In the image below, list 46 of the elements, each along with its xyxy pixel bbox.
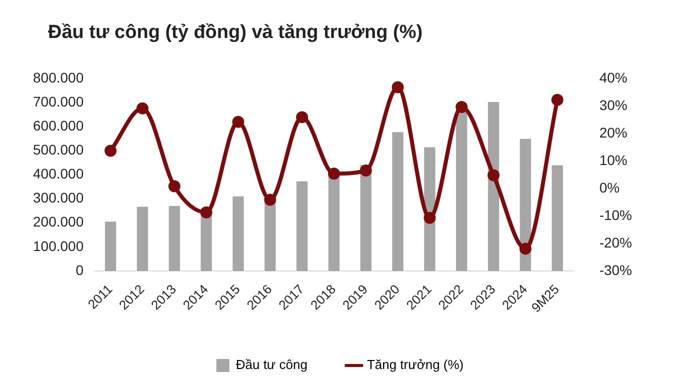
y2-tick-label: -20% <box>599 234 632 250</box>
y-tick-label: 200.000 <box>32 214 84 230</box>
point <box>360 164 372 177</box>
bar <box>200 213 212 271</box>
point <box>392 81 404 94</box>
bar <box>328 174 340 271</box>
point <box>551 94 564 106</box>
bar <box>136 206 148 271</box>
y2-tick-label: -10% <box>599 206 632 223</box>
y2-tick-label: 30% <box>599 96 628 113</box>
y-tick-label: 100.000 <box>32 238 84 254</box>
bar <box>456 110 468 271</box>
point <box>424 212 436 224</box>
legend-label: Tăng trưởng (%) <box>366 357 464 372</box>
point <box>296 111 308 124</box>
y-tick-label: 0 <box>76 262 84 278</box>
y-tick-label: 600.000 <box>32 117 84 134</box>
y-tick-label: 400.000 <box>32 166 84 182</box>
y2-tick-label: -30% <box>599 262 632 278</box>
bar <box>296 181 308 271</box>
point <box>104 144 117 157</box>
point <box>200 206 212 218</box>
point <box>136 102 148 114</box>
point <box>456 101 468 114</box>
y-tick-label: 300.000 <box>32 190 84 206</box>
y-tick-label: 700.000 <box>32 93 84 110</box>
point <box>264 194 276 206</box>
bar <box>392 132 404 271</box>
y2-tick-label: 10% <box>599 152 628 168</box>
point <box>232 116 244 128</box>
legend-label: Đầu tư công <box>236 357 308 372</box>
bar <box>104 222 116 271</box>
y-tick-label: 500.000 <box>32 141 84 158</box>
y2-tick-label: 40% <box>599 69 628 86</box>
y2-tick-label: 20% <box>599 124 628 140</box>
bar <box>552 165 563 271</box>
bar <box>168 206 180 271</box>
point <box>328 168 340 180</box>
bar <box>232 196 244 271</box>
y2-tick-label: 0% <box>599 179 620 196</box>
point <box>488 169 500 182</box>
y-tick-label: 800.000 <box>32 69 84 86</box>
bar <box>264 200 276 271</box>
chart-title: Đầu tư công (tỷ đồng) và tăng trưởng (%) <box>48 22 423 44</box>
point <box>168 180 180 192</box>
point <box>519 242 532 255</box>
